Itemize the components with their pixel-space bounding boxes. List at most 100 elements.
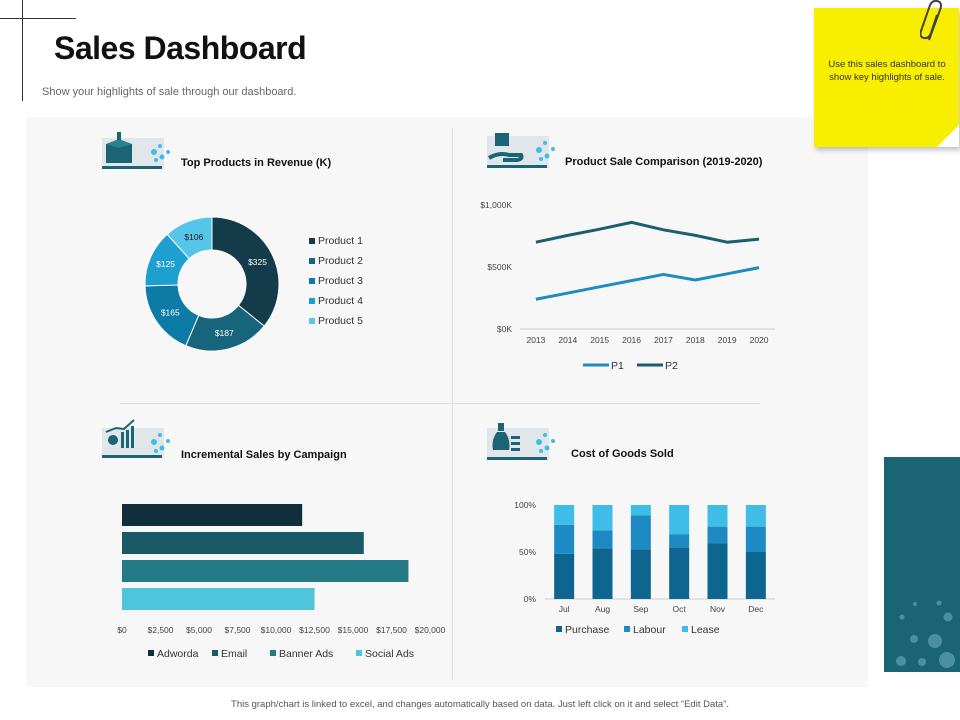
legend-swatch <box>309 318 315 324</box>
stack-segment-lease[interactable] <box>669 505 690 535</box>
x-tick-label: 2014 <box>558 335 577 345</box>
legend-label: Lease <box>691 624 720 636</box>
legend-swatch <box>309 298 315 304</box>
panel-divider-vertical <box>452 128 453 680</box>
legend-swatch <box>624 626 630 632</box>
money-bag-icon <box>487 423 555 460</box>
cogs-title: Cost of Goods Sold <box>571 448 674 460</box>
x-tick-label: 2015 <box>590 335 609 345</box>
product-box-icon <box>102 132 170 169</box>
stack-segment-labour[interactable] <box>630 515 651 550</box>
legend-label: Labour <box>633 624 666 636</box>
stack-segment-lease[interactable] <box>554 505 575 525</box>
x-tick-label: $0 <box>117 625 127 635</box>
legend-swatch <box>309 278 315 284</box>
incremental-sales-bar-chart[interactable]: $0 $2,500 $5,000 $7,500 $10,000 $12,500 $15,00… <box>100 490 460 675</box>
stack-segment-purchase[interactable] <box>630 549 651 599</box>
donut-data-label: $106 <box>184 232 203 242</box>
stack-segment-lease[interactable] <box>707 505 728 527</box>
x-tick-label: $15,000 <box>338 625 369 635</box>
stack-segment-lease[interactable] <box>630 505 651 516</box>
x-tick-label: $10,000 <box>261 625 292 635</box>
legend-label: Product 1 <box>318 235 363 247</box>
legend-label: P2 <box>665 360 678 372</box>
incremental-title: Incremental Sales by Campaign <box>181 449 347 461</box>
y-tick-label: $1,000K <box>480 200 512 210</box>
paperclip-icon <box>920 0 942 41</box>
stack-segment-purchase[interactable] <box>745 552 766 599</box>
stack-segment-labour[interactable] <box>592 530 613 549</box>
legend-label: Product 3 <box>318 275 363 287</box>
cogs-stacked-bar-chart[interactable]: 0% 50% 100% Jul Aug Sep Oct Nov Dec Purchase Labou… <box>500 492 800 652</box>
legend-swatch <box>270 650 276 656</box>
y-tick-label: 100% <box>514 500 536 510</box>
x-tick-label: $2,500 <box>148 625 174 635</box>
stack-segment-purchase[interactable] <box>554 553 575 599</box>
legend-label: P1 <box>611 360 624 372</box>
sticky-note-text: Use this sales dashboard to show key hig… <box>828 59 946 83</box>
x-tick-label: Oct <box>673 604 687 614</box>
panel-divider-horizontal <box>120 403 760 404</box>
bar-banner-ads[interactable] <box>122 560 409 582</box>
hand-box-icon <box>487 133 555 168</box>
x-tick-label: Nov <box>710 604 726 614</box>
legend-label: Product 2 <box>318 255 363 267</box>
donut-data-label: $165 <box>161 307 180 317</box>
x-tick-label: 2018 <box>686 335 705 345</box>
x-tick-label: 2019 <box>718 335 737 345</box>
stack-segment-labour[interactable] <box>669 534 690 548</box>
bubbles-decoration-icon <box>896 600 955 668</box>
stack-segment-labour[interactable] <box>745 526 766 552</box>
bar-email[interactable] <box>122 532 364 554</box>
legend-swatch <box>212 650 218 656</box>
x-tick-label: 2013 <box>526 335 545 345</box>
stack-segment-labour[interactable] <box>707 526 728 544</box>
x-tick-label: $20,000 <box>415 625 446 635</box>
legend-swatch <box>556 626 562 632</box>
legend-label: Purchase <box>565 624 610 636</box>
legend-label: Product 5 <box>318 315 363 327</box>
donut-slice-5[interactable] <box>166 216 213 260</box>
page-subtitle: Show your highlights of sale through our… <box>42 86 297 98</box>
x-tick-label: 2017 <box>654 335 673 345</box>
legend-label: Social Ads <box>365 648 414 660</box>
legend-swatch <box>309 238 315 244</box>
stack-segment-lease[interactable] <box>745 505 766 527</box>
legend-swatch <box>682 626 688 632</box>
sticky-note[interactable]: Use this sales dashboard to show key hig… <box>814 8 959 147</box>
bar-social-ads[interactable] <box>122 588 315 610</box>
bar-adworda[interactable] <box>122 504 303 526</box>
page-title: Sales Dashboard <box>54 30 307 66</box>
x-tick-label: 2020 <box>750 335 769 345</box>
x-tick-label: 2016 <box>622 335 641 345</box>
legend-swatch <box>356 650 362 656</box>
x-tick-label: Jul <box>559 604 570 614</box>
growth-chart-icon <box>102 419 170 458</box>
series-line-p2[interactable] <box>535 220 760 244</box>
legend-label: Product 4 <box>318 295 363 307</box>
y-tick-label: 0% <box>524 594 537 604</box>
series-line-p1[interactable] <box>535 266 760 301</box>
top-products-donut-chart[interactable]: $325 $187 $165 $125 $106 Product 1 Product 2 Pr… <box>120 200 400 370</box>
legend-label: Adworda <box>157 648 199 660</box>
donut-data-label: $187 <box>215 328 234 338</box>
product-comparison-line-chart[interactable]: $0K $500K $1,000K 2013 2014 2015 2016 2017 2018 2… <box>465 190 795 390</box>
donut-data-label: $325 <box>248 257 267 267</box>
stack-segment-purchase[interactable] <box>592 548 613 599</box>
donut-slice-1[interactable] <box>211 216 280 327</box>
legend-label: Email <box>221 648 247 660</box>
footer-note: This graph/chart is linked to excel, and… <box>231 699 729 710</box>
comparison-title: Product Sale Comparison (2019-2020) <box>565 156 763 168</box>
stack-segment-purchase[interactable] <box>669 547 690 599</box>
x-tick-label: $17,500 <box>376 625 407 635</box>
x-tick-label: $12,500 <box>299 625 330 635</box>
x-tick-label: Aug <box>595 604 610 614</box>
stack-segment-purchase[interactable] <box>707 543 728 599</box>
decorative-teal-panel <box>884 457 960 672</box>
x-tick-label: Sep <box>633 604 648 614</box>
stack-segment-lease[interactable] <box>592 505 613 531</box>
x-tick-label: Dec <box>748 604 764 614</box>
legend-swatch <box>309 258 315 264</box>
stack-segment-labour[interactable] <box>554 524 575 554</box>
x-tick-label: $7,500 <box>225 625 251 635</box>
